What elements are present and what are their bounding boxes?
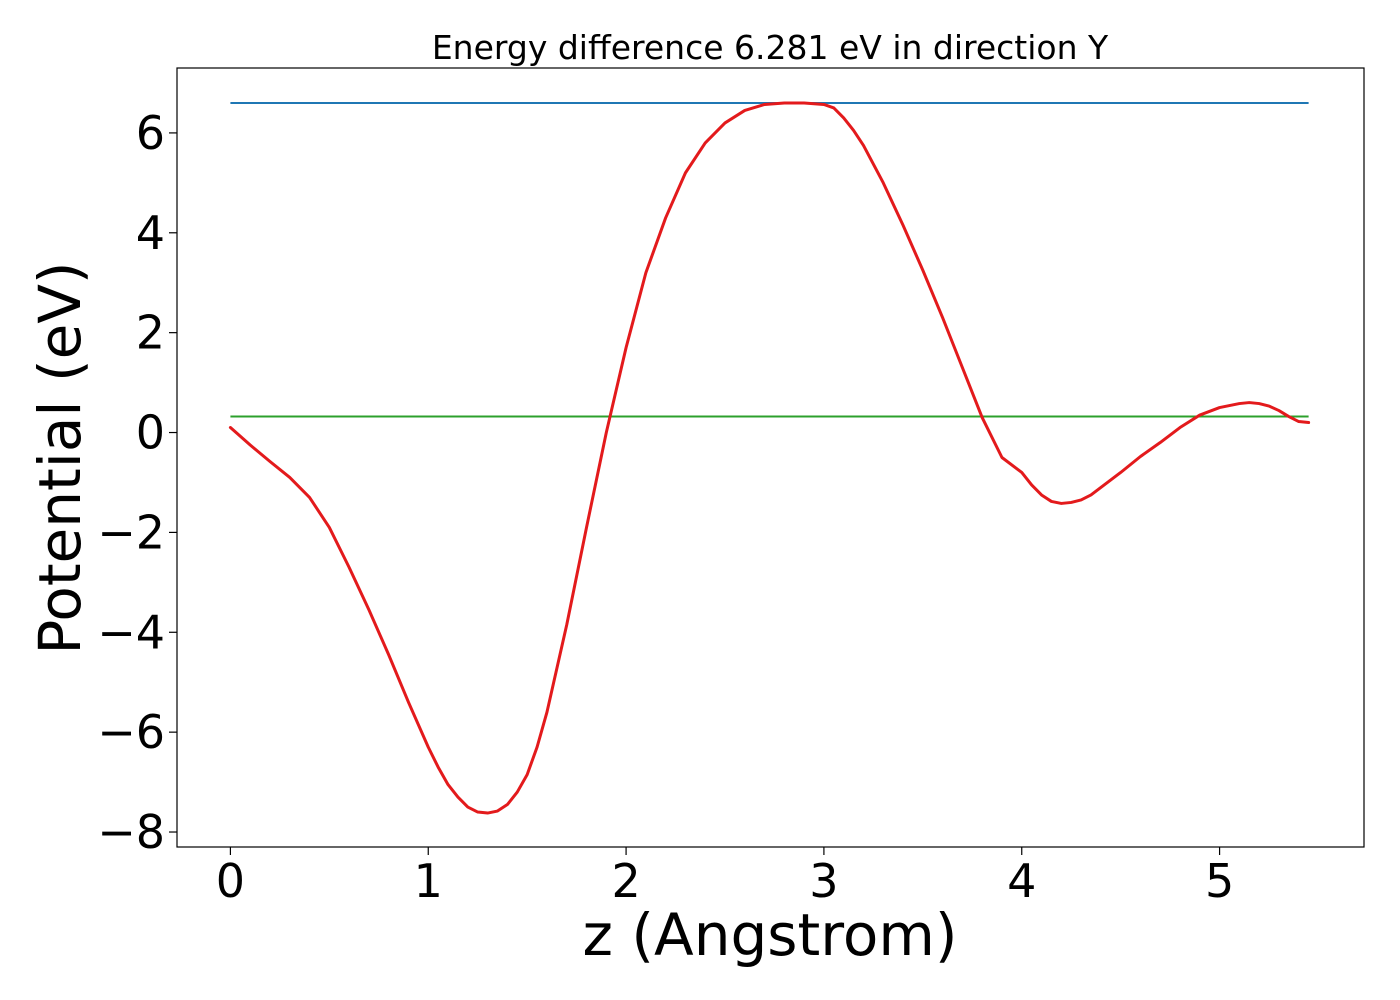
y-tick-label: 2 xyxy=(136,306,165,360)
x-axis-ticks: 0 1 2 3 4 5 xyxy=(216,847,1234,908)
x-tick-label: 0 xyxy=(216,854,245,908)
x-tick-label: 2 xyxy=(611,854,640,908)
y-tick-label: 0 xyxy=(136,406,165,460)
x-axis-label: z (Angstrom) xyxy=(583,901,958,969)
y-tick-label: −2 xyxy=(97,505,165,559)
x-tick-label: 5 xyxy=(1205,854,1234,908)
y-axis-ticks: 6 4 2 0 −2 −4 −6 −8 xyxy=(97,106,177,859)
y-tick-label: 4 xyxy=(136,206,165,260)
y-axis-label: Potential (eV) xyxy=(26,261,94,654)
x-tick-label: 1 xyxy=(414,854,443,908)
y-tick-label: −4 xyxy=(97,605,165,659)
x-tick-label: 4 xyxy=(1007,854,1036,908)
plot-frame xyxy=(176,67,1365,848)
y-tick-label: 6 xyxy=(136,106,165,160)
chart-title: Energy difference 6.281 eV in direction … xyxy=(432,28,1109,67)
series-layer xyxy=(228,101,1311,815)
potential-curve xyxy=(228,101,1311,815)
x-tick-label: 3 xyxy=(809,854,838,908)
reference-lines xyxy=(230,101,1309,418)
y-tick-label: −8 xyxy=(97,805,165,859)
y-tick-label: −6 xyxy=(97,705,165,759)
